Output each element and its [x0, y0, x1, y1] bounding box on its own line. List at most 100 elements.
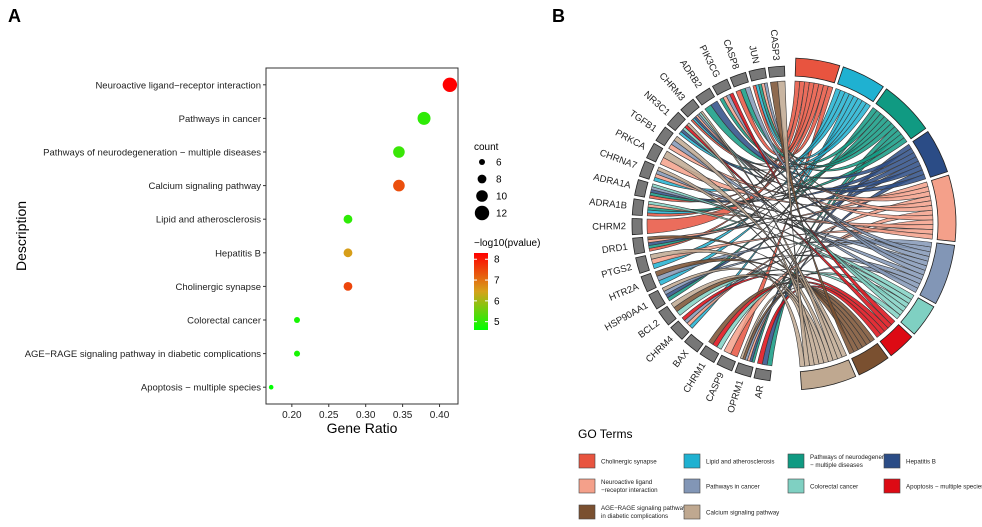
- gene-label: CHRM3: [657, 71, 687, 104]
- pvalue-legend-title: −log10(pvalue): [474, 238, 540, 249]
- go-legend-label: Pathways of neurodegeneration − multiple …: [810, 454, 898, 469]
- x-tick-label: 0.30: [356, 410, 376, 421]
- go-legend-swatch: [578, 478, 596, 494]
- gene-arc: [632, 236, 646, 255]
- count-legend-label: 8: [496, 175, 502, 186]
- go-legend-label: Hepatitis B: [906, 459, 936, 466]
- colorbar-tick-label: 8: [494, 255, 500, 266]
- gene-arc: [638, 160, 655, 180]
- x-tick-label: 0.20: [282, 410, 302, 421]
- go-legend-swatch: [578, 453, 596, 469]
- go-legend-item: Apoptosis − multiple species: [883, 478, 982, 494]
- chord-ribbon: [757, 285, 882, 365]
- term-arc: [879, 324, 913, 357]
- gene-arc: [748, 67, 767, 82]
- go-legend-item: Cholinergic synapse: [578, 453, 657, 469]
- gene-label: PTGS2: [600, 262, 633, 281]
- gene-label: CASP8: [720, 38, 741, 71]
- data-point: [294, 350, 301, 357]
- gene-arc: [680, 98, 700, 118]
- gene-label: CASP9: [704, 371, 727, 404]
- term-arc: [875, 88, 927, 140]
- go-legend-label: Calcium signaling pathway: [706, 510, 780, 517]
- go-legend-item: Hepatitis B: [883, 453, 936, 469]
- gene-label: ADRB2: [677, 58, 704, 90]
- gene-arc: [670, 320, 690, 340]
- y-tick-label: Pathways of neurodegeneration − multiple…: [43, 148, 261, 159]
- go-legend-item: Neuroactive ligand −receptor interaction: [578, 478, 658, 494]
- go-legend-label: AGE−RAGE signaling pathway in diabetic co…: [601, 505, 687, 520]
- gene-arc: [695, 87, 716, 106]
- y-tick-label: Lipid and atherosclerosis: [156, 215, 261, 226]
- go-legend-label: Pathways in cancer: [706, 484, 760, 491]
- term-arc: [794, 57, 841, 84]
- chord-ribbon: [729, 92, 896, 326]
- go-legend-swatch: [787, 453, 805, 469]
- go-legend-label: Apoptosis − multiple species: [906, 484, 982, 491]
- gene-arc: [631, 218, 643, 236]
- go-terms-legend-items: Cholinergic synapse Lipid and atheroscler…: [578, 453, 982, 520]
- x-tick-label: 0.35: [393, 410, 413, 421]
- data-point: [393, 146, 405, 158]
- gene-label: CHRM1: [681, 361, 708, 396]
- y-axis-title: Description: [13, 201, 29, 271]
- gene-arc: [716, 354, 736, 372]
- gene-label: JUN: [746, 44, 761, 65]
- go-legend-label: Colorectal cancer: [810, 484, 858, 491]
- panel-a-label: A: [8, 6, 21, 26]
- go-legend-label: Cholinergic synapse: [601, 459, 657, 466]
- data-point: [417, 111, 431, 125]
- go-legend-label: Lipid and atherosclerosis: [706, 459, 774, 466]
- data-point: [442, 77, 458, 93]
- gene-label: HTR2A: [608, 281, 642, 303]
- y-tick-label: Cholinergic synapse: [175, 282, 261, 293]
- y-tick-labels: Neuroactive ligand−receptor interaction P…: [25, 80, 266, 394]
- pvalue-colorbar: [474, 253, 488, 330]
- colorbar-tick-label: 7: [494, 276, 500, 287]
- data-point: [268, 384, 274, 390]
- gene-arc: [635, 255, 650, 274]
- gene-label: CHRM4: [644, 334, 676, 365]
- gene-arc: [631, 198, 645, 216]
- go-legend-swatch: [683, 504, 701, 520]
- pvalue-legend: −log10(pvalue) 5 6 7 8: [474, 238, 540, 330]
- dot-series: [268, 77, 458, 390]
- gene-arc: [634, 179, 649, 198]
- x-axis-title: Gene Ratio: [327, 420, 398, 436]
- panel-b-label: B: [552, 6, 565, 26]
- gene-arc: [666, 111, 686, 132]
- gene-arc: [648, 289, 666, 310]
- go-legend-item: Lipid and atherosclerosis: [683, 453, 774, 469]
- chord-ribbon: [777, 80, 810, 367]
- panel-a-dot-plot: Neuroactive ligand−receptor interaction P…: [13, 67, 540, 436]
- gene-label: CHRM2: [592, 221, 626, 233]
- y-tick-label: Neuroactive ligand−receptor interaction: [95, 80, 261, 91]
- colorbar-tick-label: 6: [494, 296, 500, 307]
- gene-label: TGFB1: [627, 108, 658, 135]
- gene-label: CASP3: [768, 29, 782, 61]
- y-tick-label: AGE−RAGE signaling pathway in diabetic c…: [25, 349, 262, 360]
- go-terms-legend-title: GO Terms: [578, 427, 632, 441]
- gene-label: CHRNA7: [598, 148, 638, 172]
- count-legend-label: 10: [496, 192, 508, 203]
- go-legend-label: Neuroactive ligand −receptor interaction: [601, 479, 658, 494]
- gene-arc: [734, 362, 754, 378]
- term-arc: [919, 242, 956, 305]
- go-legend-swatch: [683, 453, 701, 469]
- gene-label: OPRM1: [726, 379, 747, 415]
- gene-label: AR: [753, 384, 766, 399]
- chord-ribbon: [700, 110, 839, 361]
- term-arc: [799, 359, 857, 391]
- go-legend-swatch: [883, 478, 901, 494]
- gene-label: ADRA1A: [592, 172, 632, 192]
- data-point: [393, 179, 405, 192]
- x-tick-label: 0.25: [319, 410, 339, 421]
- panel-b-chord-diagram: CASP3JUNCASP8PIK3CGADRB2CHRM3NR3C1TGFB1P…: [589, 29, 957, 415]
- go-legend-swatch: [883, 453, 901, 469]
- gene-arc: [658, 305, 677, 326]
- count-legend-dot: [477, 174, 487, 184]
- gene-arc: [640, 272, 657, 293]
- go-legend-item: Calcium signaling pathway: [683, 504, 780, 520]
- gene-label: BCL2: [636, 318, 662, 341]
